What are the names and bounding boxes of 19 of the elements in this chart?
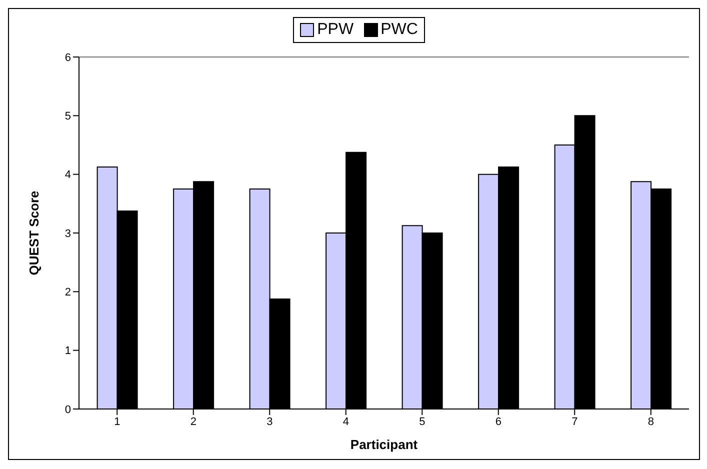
x-tick-label: 5 bbox=[419, 416, 426, 428]
x-tick-label: 8 bbox=[648, 416, 654, 428]
y-tick-label: 0 bbox=[64, 404, 71, 416]
y-tick-label: 6 bbox=[64, 52, 71, 64]
y-tick-label: 5 bbox=[64, 110, 71, 123]
y-tick-label: 2 bbox=[64, 286, 71, 299]
x-tick-label: 2 bbox=[190, 416, 196, 428]
x-axis-title: Participant bbox=[350, 437, 418, 452]
x-tick-label: 7 bbox=[572, 416, 578, 428]
x-tick-label: 6 bbox=[495, 416, 502, 428]
legend-label: PPW bbox=[316, 21, 354, 39]
y-axis-title: QUEST Score bbox=[26, 190, 42, 276]
x-tick-label: 3 bbox=[266, 416, 273, 428]
x-tick-label: 1 bbox=[114, 416, 120, 428]
y-tick-label: 3 bbox=[64, 228, 71, 240]
x-tick-label: 4 bbox=[342, 416, 349, 428]
y-tick-label: 4 bbox=[64, 169, 71, 182]
y-tick-label: 1 bbox=[64, 345, 71, 358]
legend-label: PWC bbox=[380, 21, 418, 39]
